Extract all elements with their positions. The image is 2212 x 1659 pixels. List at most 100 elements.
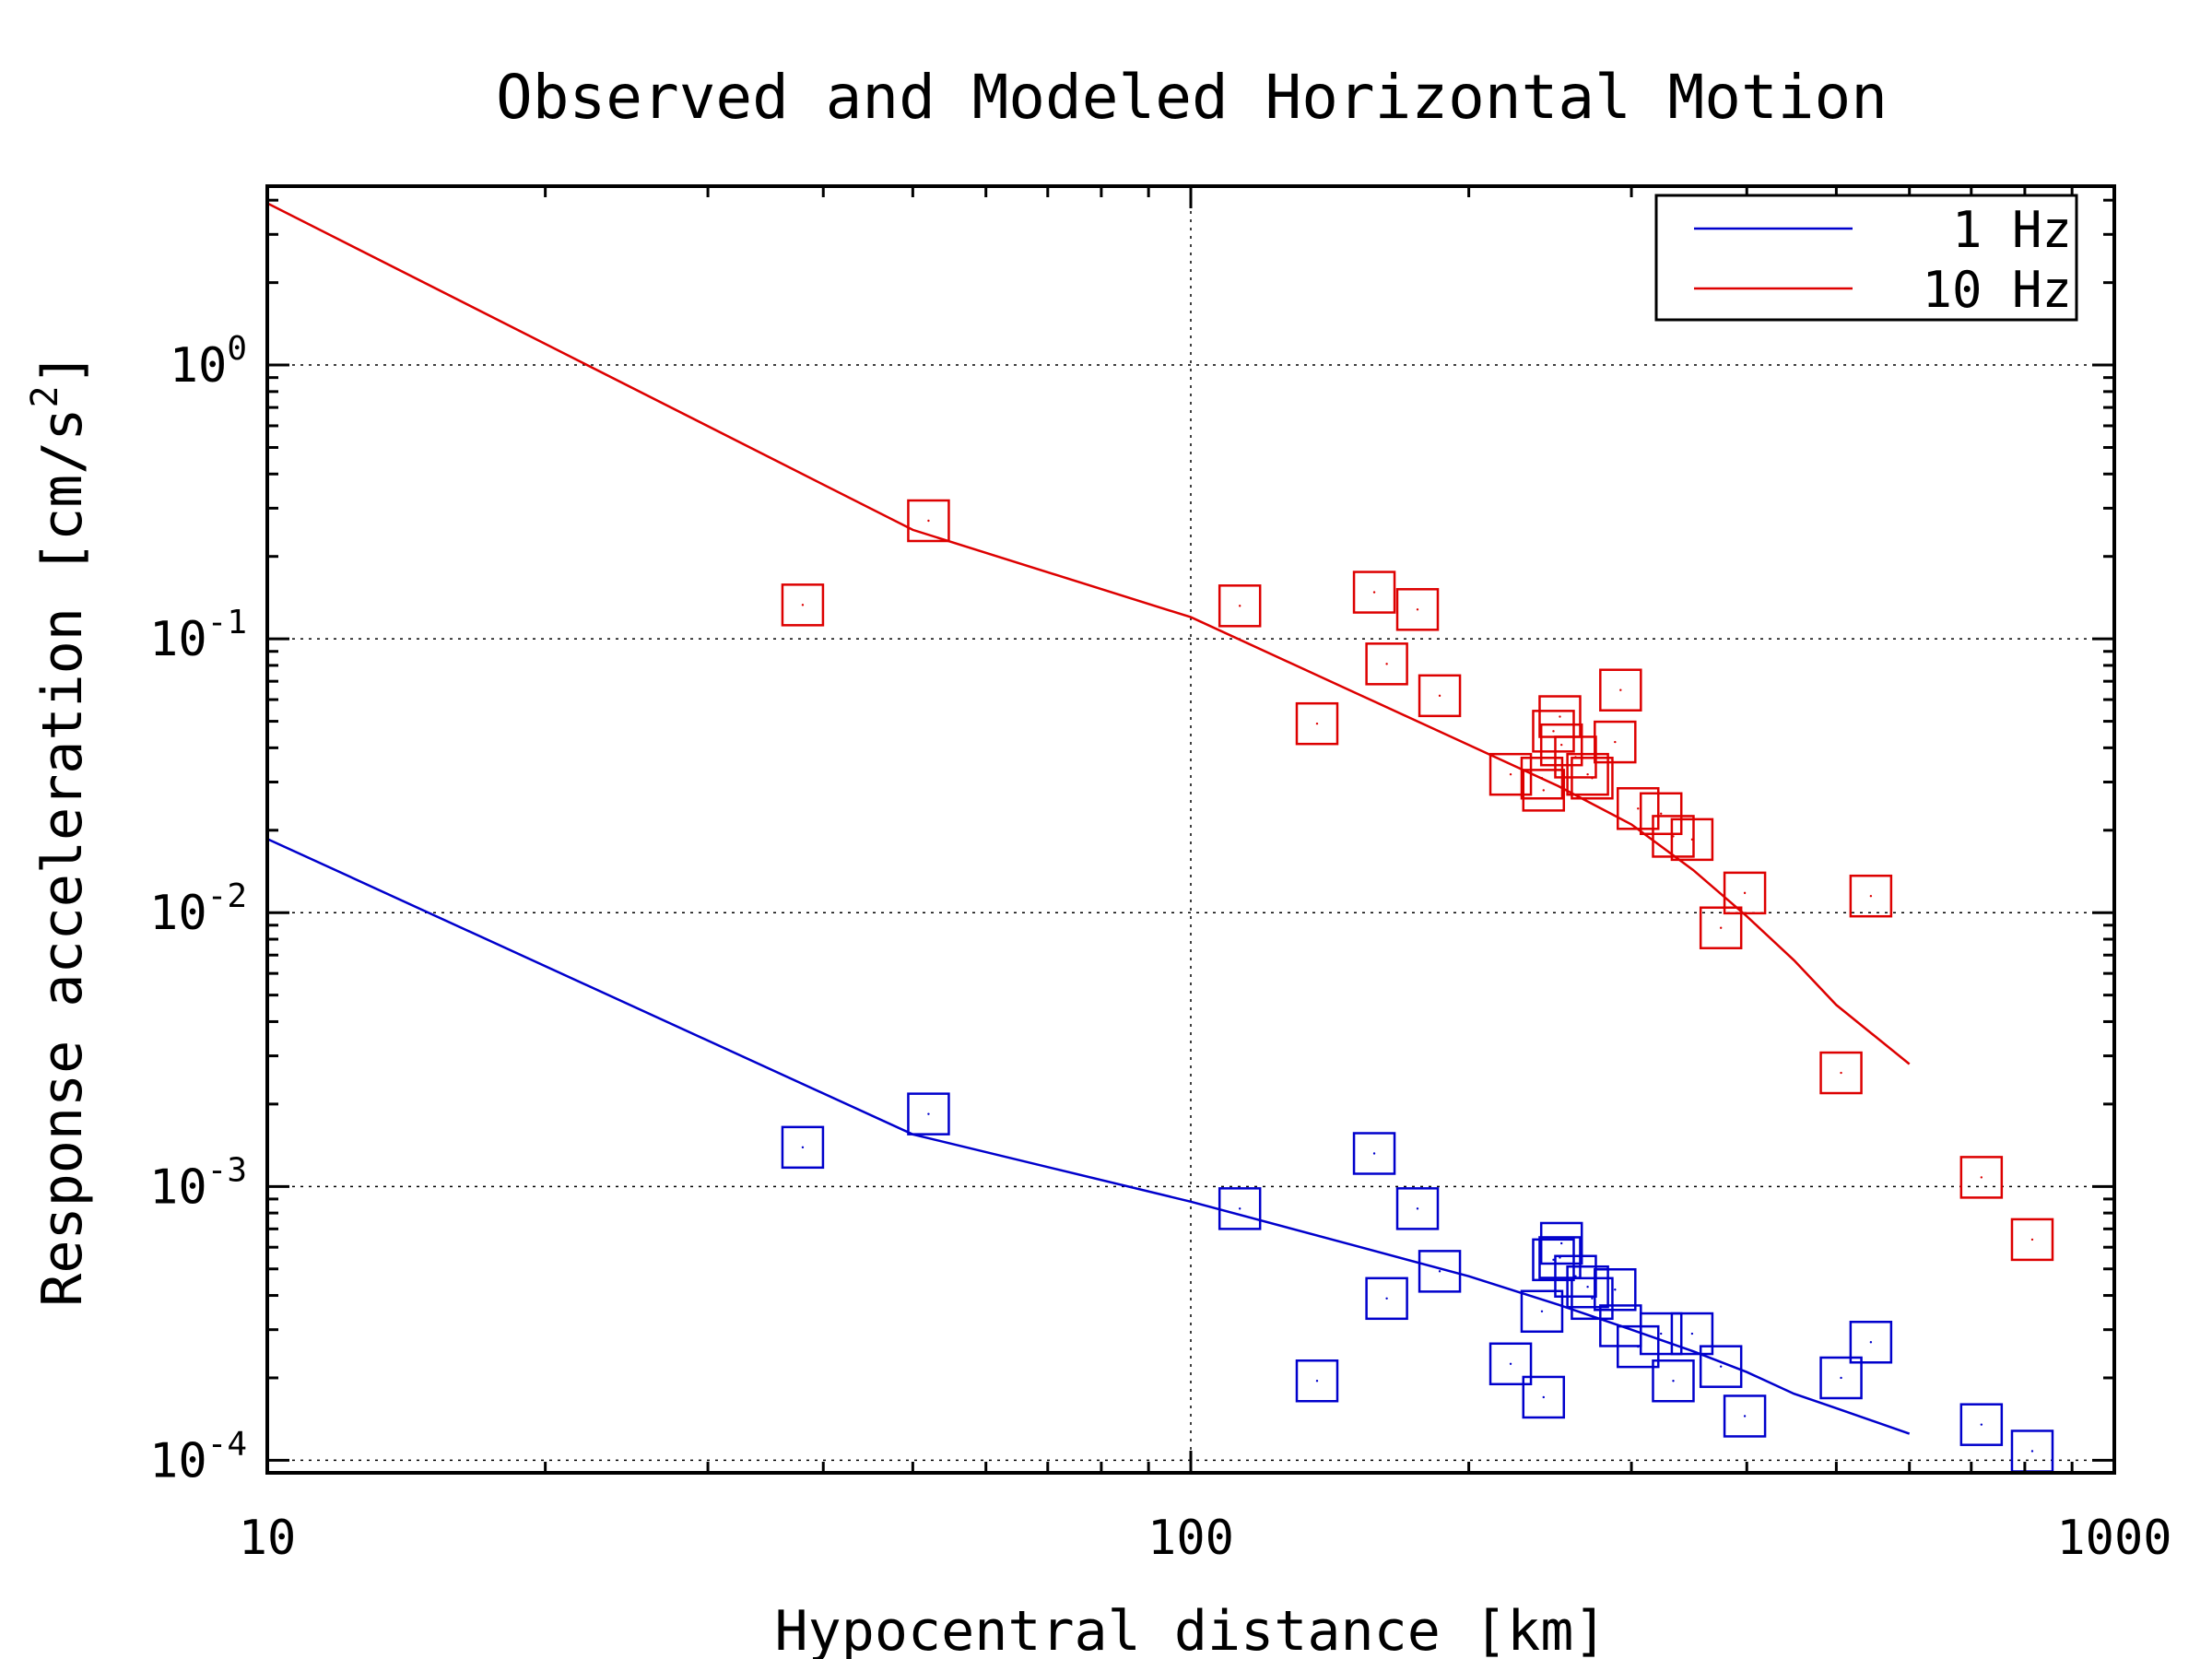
data-point-1hz bbox=[1295, 1359, 1339, 1403]
data-point-10hz bbox=[1959, 1156, 2004, 1199]
data-point-center-1hz bbox=[1315, 1380, 1319, 1382]
data-point-center-10hz bbox=[1372, 591, 1376, 594]
data-point-center-1hz bbox=[1509, 1362, 1512, 1365]
data-point-center-1hz bbox=[1416, 1207, 1419, 1210]
data-point-10hz bbox=[2010, 1218, 2054, 1262]
data-point-center-10hz bbox=[1238, 605, 1241, 607]
data-point-center-10hz bbox=[1743, 891, 1747, 895]
y-tick-label: 10-2 bbox=[149, 877, 247, 941]
data-point-1hz bbox=[1566, 1265, 1609, 1309]
model-line-10hz bbox=[266, 202, 1911, 1065]
data-point-1hz bbox=[1639, 1312, 1683, 1356]
data-point-center-10hz bbox=[1542, 789, 1545, 792]
data-point-center-10hz bbox=[1559, 715, 1561, 718]
data-point-1hz bbox=[1395, 1187, 1440, 1230]
data-point-1hz bbox=[907, 1092, 950, 1135]
data-point-center-1hz bbox=[1672, 1380, 1675, 1382]
series-lines bbox=[266, 202, 1911, 1435]
data-point-10hz bbox=[1352, 571, 1396, 614]
data-point-1hz bbox=[1218, 1187, 1262, 1230]
model-line-1hz bbox=[266, 838, 1911, 1435]
data-point-10hz bbox=[1652, 815, 1695, 858]
data-point-10hz bbox=[1365, 642, 1408, 686]
data-point-1hz bbox=[781, 1125, 825, 1170]
data-point-10hz bbox=[1571, 757, 1614, 800]
data-point-10hz bbox=[1699, 906, 1743, 949]
data-point-center-10hz bbox=[1586, 772, 1589, 776]
plot-frame bbox=[265, 184, 2116, 1475]
y-tick-label-exponent: 0 bbox=[227, 330, 247, 368]
y-tick-label-base: 10 bbox=[149, 612, 207, 667]
y-tick-label-exponent: -1 bbox=[207, 604, 247, 641]
data-point-1hz bbox=[1488, 1342, 1533, 1386]
data-point-10hz bbox=[1617, 787, 1660, 830]
data-point-center-10hz bbox=[1690, 838, 1694, 841]
data-point-center-1hz bbox=[1660, 1332, 1663, 1335]
data-point-center-10hz bbox=[1614, 740, 1617, 744]
data-point-center-10hz bbox=[1385, 663, 1388, 665]
legend-label-10hz: 10 Hz bbox=[1922, 261, 2072, 319]
y-axis-label-suffix: ] bbox=[30, 352, 95, 385]
data-point-center-10hz bbox=[1637, 807, 1640, 810]
data-point-1hz bbox=[1594, 1267, 1637, 1312]
data-point-10hz bbox=[1395, 588, 1440, 631]
y-tick-label-base: 10 bbox=[149, 1433, 207, 1488]
data-point-center-10hz bbox=[1552, 730, 1555, 733]
data-point-center-10hz bbox=[1591, 777, 1594, 780]
data-point-center-1hz bbox=[1614, 1288, 1617, 1291]
data-point-1hz bbox=[1670, 1312, 1714, 1356]
data-point-center-1hz bbox=[1840, 1376, 1842, 1380]
data-point-1hz bbox=[1520, 1289, 1564, 1334]
data-point-center-10hz bbox=[1509, 772, 1512, 776]
data-point-center-1hz bbox=[1560, 1241, 1563, 1245]
data-point-center-10hz bbox=[801, 604, 805, 606]
data-point-center-1hz bbox=[1542, 1395, 1545, 1399]
data-point-1hz bbox=[1418, 1250, 1462, 1293]
y-tick-label-exponent: -2 bbox=[207, 877, 247, 915]
data-point-10hz bbox=[1539, 723, 1583, 767]
legend: 1 Hz 10 Hz bbox=[1654, 194, 2078, 322]
data-point-1hz bbox=[1699, 1345, 1743, 1388]
data-point-1hz bbox=[1538, 1236, 1582, 1279]
data-point-center-10hz bbox=[1619, 688, 1622, 691]
data-point-center-10hz bbox=[2030, 1238, 2034, 1241]
data-point-center-1hz bbox=[1238, 1207, 1241, 1210]
data-point-center-1hz bbox=[1869, 1341, 1873, 1344]
data-point-center-10hz bbox=[1869, 895, 1873, 898]
data-point-10hz bbox=[1599, 668, 1642, 712]
data-point-center-1hz bbox=[1372, 1152, 1376, 1155]
y-axis-label-superscript: 2 bbox=[24, 385, 66, 407]
data-point-1hz bbox=[1617, 1324, 1660, 1369]
x-tick-label: 1000 bbox=[2056, 1511, 2171, 1566]
y-tick-label-exponent: -4 bbox=[207, 1425, 247, 1463]
y-tick-label-base: 10 bbox=[149, 1159, 207, 1215]
data-point-center-1hz bbox=[1438, 1270, 1441, 1273]
data-point-10hz bbox=[781, 583, 825, 627]
data-point-center-1hz bbox=[1574, 1275, 1577, 1277]
y-tick-label-base: 10 bbox=[149, 886, 207, 941]
data-point-1hz bbox=[1522, 1375, 1566, 1419]
data-point-center-10hz bbox=[1980, 1176, 1983, 1179]
data-point-center-10hz bbox=[927, 519, 930, 523]
data-point-10hz bbox=[1849, 874, 1893, 918]
data-point-10hz bbox=[1819, 1051, 1863, 1095]
data-point-center-10hz bbox=[1438, 694, 1441, 698]
data-point-center-10hz bbox=[1560, 743, 1563, 747]
data-point-10hz bbox=[1522, 769, 1566, 812]
data-point-center-10hz bbox=[1719, 926, 1723, 929]
y-axis-label-main: Response acceleration [cm/s bbox=[30, 407, 95, 1306]
data-point-10hz bbox=[1594, 720, 1637, 764]
data-point-center-1hz bbox=[1586, 1286, 1589, 1288]
data-point-10hz bbox=[1723, 871, 1767, 915]
y-axis-label: Response acceleration [cm/s2] bbox=[24, 352, 95, 1307]
data-point-center-1hz bbox=[1637, 1345, 1640, 1348]
data-point-center-10hz bbox=[1315, 722, 1319, 725]
data-point-center-1hz bbox=[1385, 1297, 1388, 1300]
legend-box bbox=[1654, 194, 2078, 322]
data-point-1hz bbox=[1571, 1277, 1614, 1321]
y-tick-label: 10-4 bbox=[149, 1425, 247, 1488]
x-tick-label: 100 bbox=[1147, 1511, 1234, 1566]
data-point-1hz bbox=[1723, 1394, 1767, 1438]
data-point-center-1hz bbox=[1540, 1310, 1544, 1312]
series-points bbox=[781, 499, 2054, 1473]
